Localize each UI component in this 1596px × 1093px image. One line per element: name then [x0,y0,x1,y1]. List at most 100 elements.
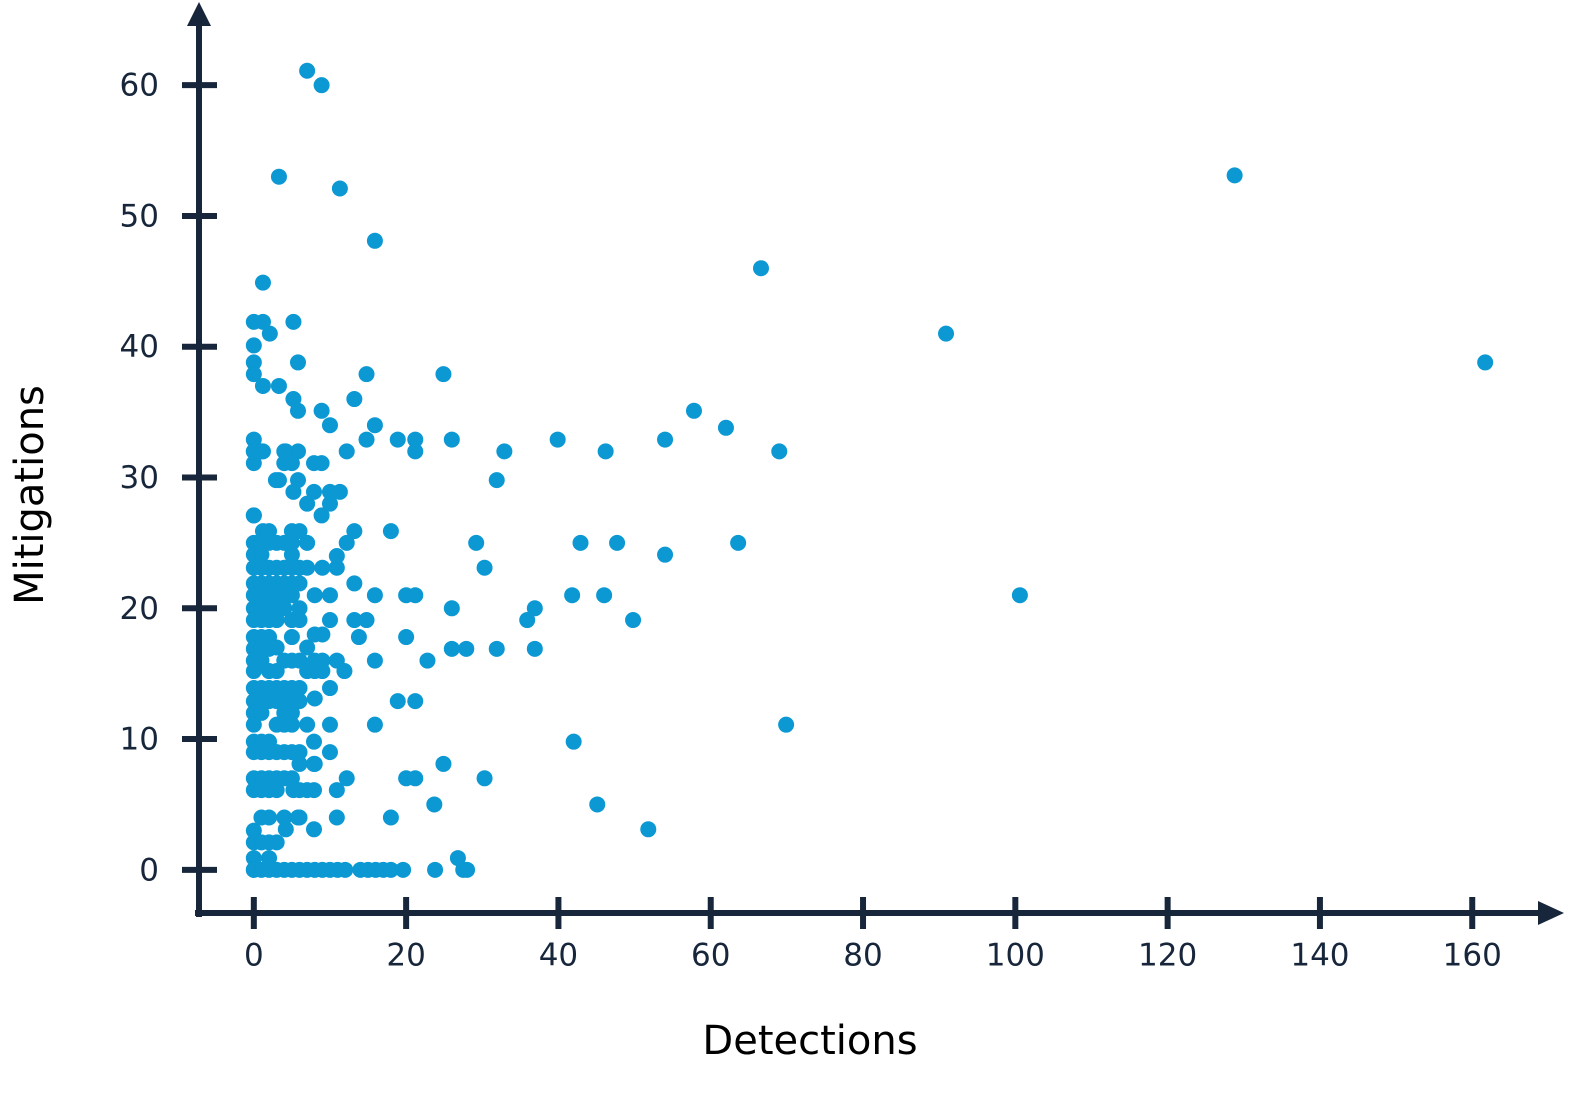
point [305,483,322,500]
point [299,559,316,576]
y-tick-label: 40 [120,329,159,365]
point [752,260,769,277]
x-tick-label: 100 [986,938,1045,974]
point [291,600,308,617]
x-axis-title: Detections [702,1018,917,1064]
point [358,366,375,383]
point [261,809,278,826]
point [519,612,536,629]
point [285,391,302,408]
point [291,755,308,772]
point [449,850,466,867]
point [398,629,415,646]
point [435,366,452,383]
point [283,704,300,721]
point [328,547,345,564]
point [358,431,375,448]
point [270,377,287,394]
point [283,629,300,646]
point [245,822,262,839]
point [427,861,444,878]
point [395,861,412,878]
point [254,377,271,394]
point [299,716,316,733]
point [291,693,308,710]
point [268,639,285,656]
point [314,663,331,680]
point [245,337,262,354]
point [321,744,338,761]
point [299,782,316,799]
point [313,507,330,524]
x-tick-label: 20 [386,938,425,974]
point [389,431,406,448]
point [321,680,338,697]
x-tick-label: 60 [691,938,730,974]
y-tick-label: 0 [139,852,159,888]
point [306,587,323,604]
y-axis-arrow [187,2,211,26]
y-tick-label: 30 [120,460,159,496]
point [685,402,702,419]
point [657,546,674,563]
point [268,834,285,851]
y-tick-label: 20 [120,591,159,627]
y-tick-label: 60 [120,68,159,104]
point [488,472,505,489]
point [276,600,293,617]
point [331,180,348,197]
point [496,443,513,460]
point [291,744,308,761]
point [299,62,316,79]
point [331,483,348,500]
point [245,455,262,472]
point [609,534,626,551]
x-tick-label: 0 [244,938,264,974]
point [476,770,493,787]
point [291,575,308,592]
point [321,587,338,604]
point [283,455,300,472]
point [321,612,338,629]
point [382,809,399,826]
point [306,755,323,772]
point [285,483,302,500]
point [1011,587,1028,604]
point [270,168,287,185]
point [270,472,287,489]
point [276,443,293,460]
point [291,680,308,697]
point [254,274,271,291]
point [314,626,331,643]
point [382,523,399,540]
point [328,782,345,799]
point [277,821,294,838]
x-tick-label: 120 [1138,938,1197,974]
point [458,640,475,657]
point [443,640,460,657]
point [299,495,316,512]
point [305,733,322,750]
point [389,693,406,710]
point [1477,354,1494,371]
point [253,704,270,721]
point [321,495,338,512]
point [305,455,322,472]
x-tick-label: 140 [1290,938,1349,974]
point [283,534,300,551]
y-tick-label: 10 [120,722,159,758]
x-axis-arrow [1538,901,1564,925]
point [625,612,642,629]
point [328,652,345,669]
point [261,523,278,540]
point [283,770,300,787]
point [407,431,424,448]
point [565,733,582,750]
y-tick-label: 50 [120,198,159,234]
point [291,612,308,629]
point [640,821,657,838]
point [268,782,285,799]
point [245,354,262,371]
point [366,417,383,434]
point [488,640,505,657]
